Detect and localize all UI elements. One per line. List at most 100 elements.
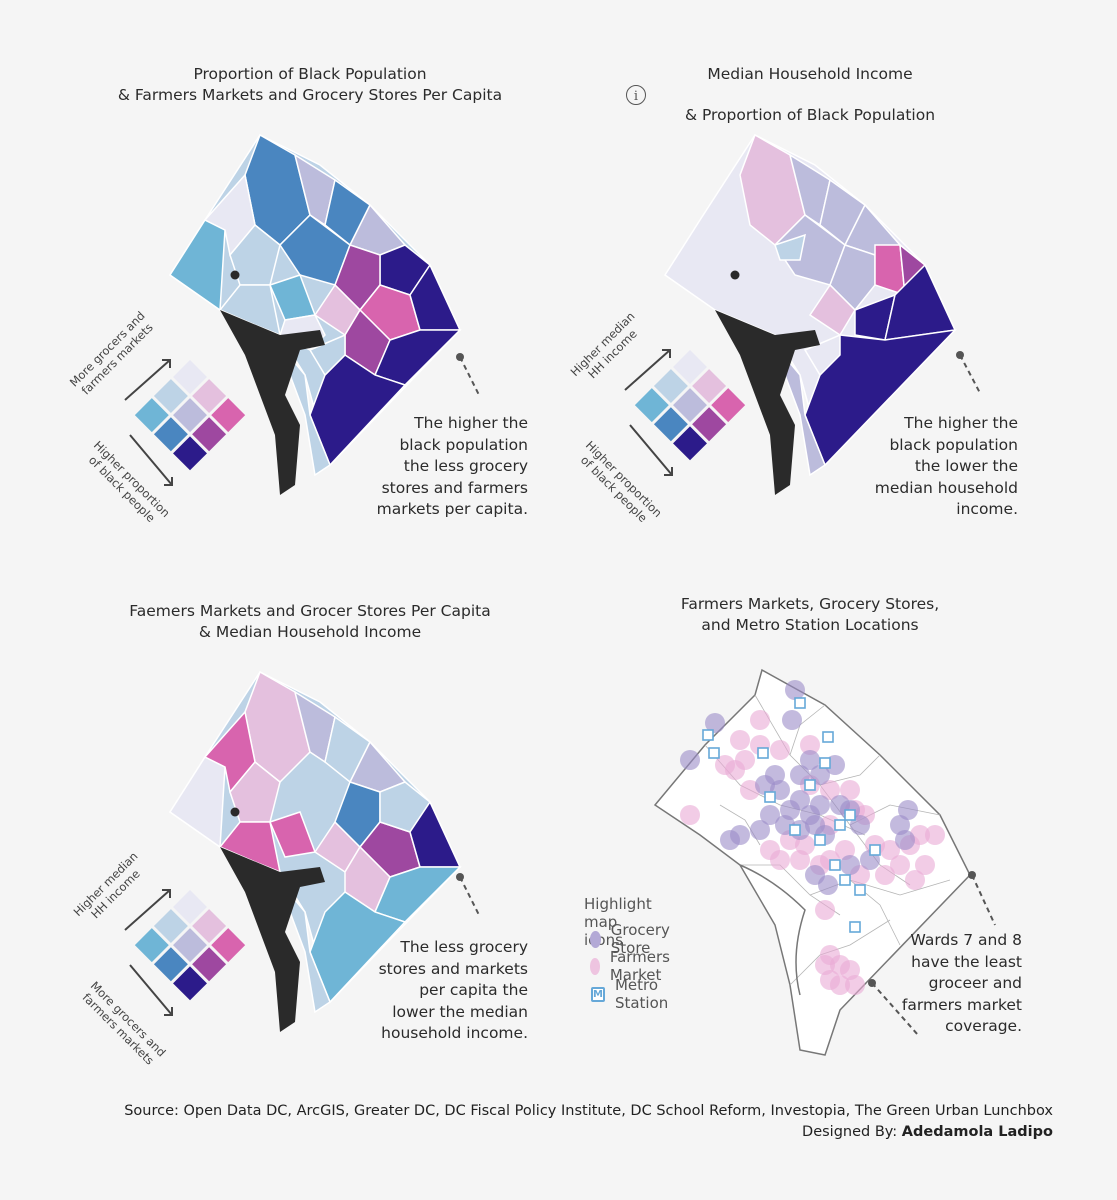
metro-station-marker	[849, 921, 861, 933]
farmers-market-marker	[880, 840, 900, 860]
grocery-store-marker	[800, 750, 820, 770]
panel-1-title-line1: Proportion of Black Population	[193, 65, 427, 83]
bivariate-legend-1	[134, 360, 246, 471]
metro-station-marker	[869, 844, 881, 856]
grocery-store-marker	[805, 865, 825, 885]
panel-4-annotation: Wards 7 and 8 have the least groceer and…	[870, 930, 1022, 1038]
legend-metro-label: Metro Station	[614, 976, 669, 1012]
farmers-market-marker	[815, 900, 835, 920]
grocery-store-marker	[890, 815, 910, 835]
annotation-3-line: lower the median	[392, 1002, 528, 1021]
source-credits: Source: Open Data DC, ArcGIS, Greater DC…	[124, 1101, 1053, 1143]
grocery-store-marker	[760, 805, 780, 825]
dc-map-1	[168, 133, 481, 495]
dc-map-2	[663, 133, 981, 495]
annotation-1-line: black population	[399, 435, 528, 454]
grocery-store-marker	[750, 820, 770, 840]
annotation-4-line: coverage.	[945, 1017, 1022, 1035]
farmers-market-marker	[770, 740, 790, 760]
location-markers	[680, 680, 945, 995]
grocery-store-marker	[840, 855, 860, 875]
farmers-market-marker	[905, 870, 925, 890]
farmers-market-icon	[590, 957, 600, 975]
grocery-store-marker	[810, 795, 830, 815]
panel-2-annotation: The higher the black population the lowe…	[848, 413, 1018, 521]
legend-grocery-label: Grocery Store	[610, 921, 670, 957]
grocery-store-icon	[590, 930, 601, 948]
annotation-2-line: black population	[889, 435, 1018, 454]
metro-station-marker	[839, 874, 851, 886]
annotation-2-line: income.	[956, 500, 1018, 518]
dc-locations-map	[653, 668, 996, 1056]
dc-map-3	[168, 670, 481, 1032]
panel-2-title-line1: Median Household Income	[707, 65, 913, 83]
panel-3-annotation: The less grocery stores and markets per …	[358, 937, 528, 1045]
farmers-market-marker	[715, 755, 735, 775]
annotation-1-line: markets per capita.	[376, 500, 528, 518]
info-icon[interactable]: i	[626, 85, 646, 105]
metro-station-marker	[789, 824, 801, 836]
grocery-store-marker	[720, 830, 740, 850]
panel-2-title-line2: & Proportion of Black Population	[684, 106, 936, 124]
metro-station-marker	[844, 809, 856, 821]
legend-farmers-market[interactable]: Farmers Market	[590, 948, 677, 984]
annotation-1-line: The higher the	[414, 414, 528, 432]
grocery-store-marker	[680, 750, 700, 770]
grocery-store-marker	[785, 680, 805, 700]
panel-4-title-line2: and Metro Station Locations	[701, 616, 919, 634]
designer-name: Adedamola Ladipo	[901, 1124, 1053, 1140]
annotation-3-line: household income.	[381, 1024, 528, 1042]
farmers-market-marker	[830, 975, 850, 995]
annotation-4-line: groceer and	[928, 974, 1022, 992]
farmers-market-marker	[800, 735, 820, 755]
annotation-4-line: Wards 7 and 8	[910, 931, 1022, 949]
metro-station-marker	[829, 859, 841, 871]
farmers-market-marker	[760, 840, 780, 860]
farmers-market-marker	[750, 710, 770, 730]
annotation-2-line: median household	[874, 478, 1018, 497]
annotation-4-line: farmers market	[901, 995, 1022, 1014]
farmers-market-marker	[925, 825, 945, 845]
annotation-3-line: per capita the	[419, 981, 528, 999]
panel-1-title-line2: & Farmers Markets and Grocery Stores Per…	[117, 86, 503, 104]
legend-metro-station[interactable]: M Metro Station	[591, 976, 669, 1012]
metro-station-marker	[834, 819, 846, 831]
farmers-market-marker	[875, 865, 895, 885]
metro-station-marker	[702, 729, 714, 741]
metro-station-marker	[764, 791, 776, 803]
farmers-market-marker	[890, 855, 910, 875]
metro-station-marker	[757, 747, 769, 759]
metro-station-marker	[814, 834, 826, 846]
bivariate-legend-2	[634, 350, 746, 461]
panel-3-title-line1: Faemers Markets and Grocer Stores Per Ca…	[129, 602, 491, 620]
annotation-3-line: The less grocery	[400, 938, 528, 956]
annotation-4-line: have the least	[911, 952, 1022, 971]
annotation-2-line: the lower the	[914, 457, 1018, 475]
designed-by-label: Designed By:	[802, 1124, 898, 1140]
legend-arrows-1	[124, 359, 173, 486]
annotation-3-line: stores and markets	[378, 959, 528, 978]
panel-1-annotation: The higher the black population the less…	[358, 413, 528, 521]
metro-station-marker	[854, 884, 866, 896]
annotation-1-line: the less grocery	[403, 457, 528, 475]
grocery-store-marker	[782, 710, 802, 730]
legend-farmers-label: Farmers Market	[609, 948, 670, 984]
metro-station-marker	[794, 697, 806, 709]
farmers-market-marker	[730, 730, 750, 750]
farmers-market-marker	[790, 850, 810, 870]
farmers-market-marker	[680, 805, 700, 825]
metro-station-icon: M	[591, 986, 605, 1002]
annotation-2-line: The higher the	[904, 414, 1018, 432]
grocery-store-marker	[705, 713, 725, 733]
designer-line: Designed By: Adedamola Ladipo	[124, 1122, 1053, 1143]
legend-arrows-3	[124, 889, 173, 1016]
legend-grocery-store[interactable]: Grocery Store	[590, 921, 676, 957]
panel-1-title: Proportion of Black Population & Farmers…	[110, 64, 510, 106]
panel-3-title-line2: & Median Household Income	[198, 623, 422, 641]
farmers-market-marker	[915, 855, 935, 875]
bivariate-legend-3	[134, 890, 246, 1001]
annotation-1-line: stores and farmers	[381, 478, 528, 497]
panel-2-title: Median Household Income i & Proportion of…	[620, 64, 1000, 126]
metro-station-marker	[804, 779, 816, 791]
panel-4-title-line1: Farmers Markets, Grocery Stores,	[680, 595, 940, 613]
